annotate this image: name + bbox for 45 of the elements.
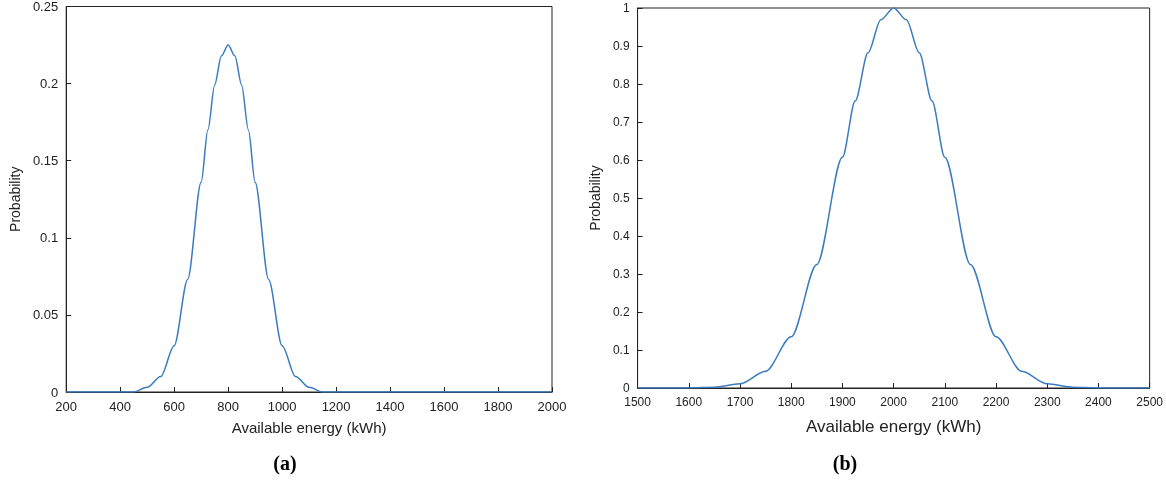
x-tick-label: 1400 — [375, 399, 405, 414]
y-tick-label: 0.05 — [32, 307, 59, 323]
x-tick-label: 2400 — [1085, 395, 1113, 409]
x-tick-label: 800 — [217, 399, 239, 414]
y-tick-label: 0.2 — [40, 76, 59, 92]
x-tick-label: 2200 — [982, 395, 1010, 409]
y-tick-label: 0.3 — [612, 267, 630, 281]
y-tick-label: 0.1 — [612, 343, 630, 357]
x-tick-label: 400 — [109, 399, 132, 414]
line-series — [636, 7, 1151, 389]
y-tick-label: 0.7 — [612, 115, 630, 129]
x-axis-title: Available energy (kWh) — [805, 417, 982, 436]
text: (b) — [831, 452, 859, 475]
x-axis-title: Available energy (kWh) — [231, 419, 387, 436]
x-tick-label: 2000 — [537, 399, 567, 414]
x-tick-label: 1600 — [429, 399, 459, 414]
x-tick-label: 1900 — [829, 395, 857, 409]
x-tick-label: 1800 — [483, 399, 513, 414]
y-tick-label: 0 — [622, 381, 630, 395]
y-tick-label: 0.1 — [40, 230, 59, 246]
x-tick-label: 600 — [163, 399, 186, 414]
x-tick-label: 1500 — [624, 395, 652, 409]
y-tick-label: 0.9 — [612, 39, 630, 53]
x-tick-label: 2300 — [1033, 395, 1061, 409]
x-tick-label: 1000 — [267, 399, 297, 414]
text: (a) — [272, 452, 298, 475]
x-tick-label: 1200 — [321, 399, 351, 414]
y-tick-label: 0.15 — [32, 153, 59, 169]
x-tick-label: 2000 — [880, 395, 908, 409]
x-tick-label: 1700 — [726, 395, 754, 409]
y-tick-label: 0.8 — [612, 77, 630, 91]
x-tick-label: 1800 — [777, 395, 805, 409]
x-tick-label: 200 — [55, 399, 78, 414]
y-tick-label: 1 — [622, 1, 630, 15]
y-tick-label: 0 — [50, 384, 59, 400]
x-tick-label: 2500 — [1136, 395, 1164, 409]
y-tick-label: 0.5 — [612, 191, 630, 205]
y-tick-label: 0.25 — [32, 0, 59, 14]
y-axis-title: Probability — [587, 165, 603, 231]
y-tick-label: 0.4 — [612, 229, 630, 243]
y-tick-label: 0.2 — [612, 305, 630, 319]
x-tick-label: 2100 — [931, 395, 959, 409]
y-tick-label: 0.6 — [612, 153, 630, 167]
y-axis-title: Probability — [7, 166, 23, 232]
x-tick-label: 1600 — [675, 395, 703, 409]
